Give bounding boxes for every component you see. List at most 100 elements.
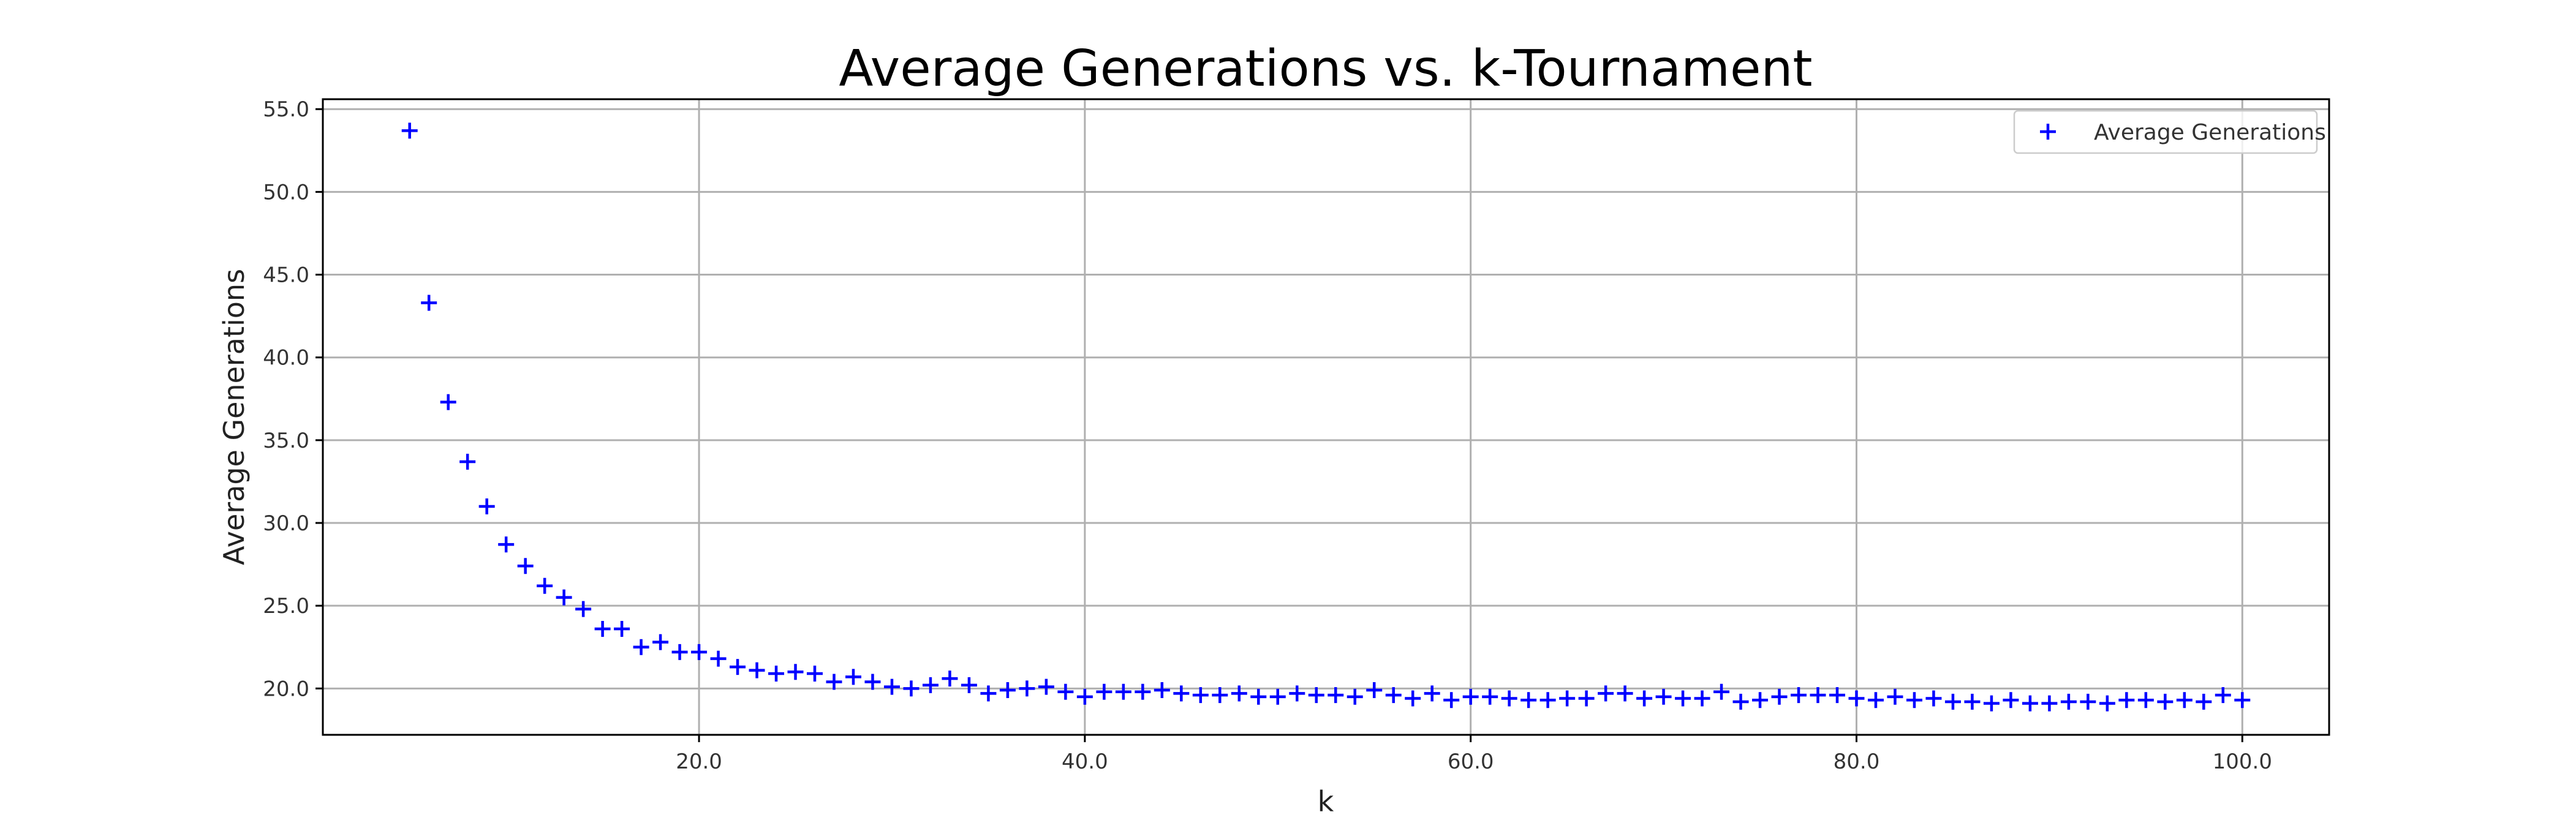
data-point <box>883 678 900 695</box>
data-point <box>1694 690 1710 707</box>
data-point <box>1675 690 1691 707</box>
y-tick-label: 25.0 <box>263 594 309 618</box>
data-point <box>2022 695 2038 712</box>
data-point <box>1385 687 1402 704</box>
data-point <box>1347 688 1363 705</box>
data-point <box>1539 692 1556 708</box>
data-point <box>1231 685 1247 702</box>
x-tick-label: 60.0 <box>1448 750 1494 774</box>
data-point <box>1269 688 1286 705</box>
data-point <box>1057 683 1074 700</box>
data-point <box>1810 687 1826 704</box>
data-point <box>1867 692 1884 708</box>
data-point <box>1019 680 1035 697</box>
data-point <box>1443 692 1460 708</box>
data-point <box>575 601 592 617</box>
data-point <box>1038 678 1054 695</box>
data-point <box>710 650 727 667</box>
data-point <box>671 644 688 660</box>
data-point <box>730 659 746 675</box>
x-tick-label: 80.0 <box>1834 750 1880 774</box>
data-point <box>787 664 804 680</box>
data-point <box>1944 693 1961 710</box>
data-point <box>1501 690 1517 707</box>
y-tick-label: 35.0 <box>263 429 309 453</box>
legend: Average Generations <box>2013 110 2326 154</box>
data-point <box>1925 690 1942 707</box>
data-point <box>1848 690 1865 707</box>
x-axis-label: k <box>1318 785 1334 818</box>
data-point <box>2060 693 2077 710</box>
data-point <box>1617 685 1633 702</box>
data-point <box>1405 690 1421 707</box>
data-point <box>2118 692 2135 708</box>
y-tick-label: 55.0 <box>263 97 309 122</box>
data-point <box>478 498 495 514</box>
data-point <box>614 621 630 637</box>
data-markers <box>401 122 2251 712</box>
data-point <box>2041 695 2058 712</box>
data-point <box>421 295 437 311</box>
data-point <box>556 589 572 606</box>
y-tick-label: 30.0 <box>263 511 309 536</box>
data-point <box>1328 687 1344 704</box>
legend-label: Average Generations <box>2094 120 2326 145</box>
data-point <box>1636 690 1653 707</box>
data-point <box>2137 692 2154 708</box>
data-point <box>922 677 939 693</box>
data-point <box>1887 688 1903 705</box>
legend-marker-plus-icon <box>2040 124 2056 140</box>
data-point <box>826 674 842 690</box>
data-point <box>807 665 823 682</box>
data-point <box>1906 692 1922 708</box>
data-point <box>440 394 456 410</box>
grid-lines <box>323 99 2329 735</box>
data-point <box>961 677 977 693</box>
data-point <box>691 644 708 660</box>
data-point <box>845 669 861 685</box>
data-point <box>1366 682 1383 699</box>
data-point <box>1424 685 1440 702</box>
data-point <box>1598 685 1614 702</box>
data-point <box>1192 687 1209 704</box>
legend-marker-plus <box>2040 124 2056 140</box>
data-point <box>401 122 418 139</box>
data-point <box>1964 693 1981 710</box>
data-point <box>1520 692 1537 708</box>
data-point <box>1115 683 1131 700</box>
y-tick-label: 20.0 <box>263 677 309 701</box>
data-point <box>1983 695 2000 712</box>
data-point <box>1559 690 1576 707</box>
data-point <box>1308 687 1324 704</box>
data-point <box>1096 683 1112 700</box>
data-point <box>2157 693 2174 710</box>
data-point <box>1076 688 1093 705</box>
data-point <box>1135 683 1151 700</box>
data-point <box>1154 682 1170 699</box>
data-point <box>2196 693 2212 710</box>
data-point <box>633 639 649 655</box>
x-tick-label: 20.0 <box>676 750 722 774</box>
data-point <box>2080 693 2096 710</box>
y-tick-label: 45.0 <box>263 263 309 288</box>
data-point <box>942 671 958 687</box>
data-point <box>999 682 1016 699</box>
data-point <box>1713 683 1730 700</box>
data-point <box>1462 688 1479 705</box>
data-point <box>768 665 785 682</box>
data-point <box>2099 695 2115 712</box>
data-point <box>1289 685 1305 702</box>
data-point <box>594 621 611 637</box>
data-point <box>1173 685 1190 702</box>
data-point <box>1829 687 1845 704</box>
data-point <box>1250 688 1267 705</box>
y-tick-label: 50.0 <box>263 180 309 205</box>
data-point <box>2234 692 2251 708</box>
data-point <box>980 685 997 702</box>
data-point <box>459 453 476 470</box>
data-point <box>537 577 553 594</box>
legend-box <box>2013 110 2318 154</box>
y-axis-label: Average Generations <box>217 269 251 565</box>
y-tick-label: 40.0 <box>263 346 309 370</box>
